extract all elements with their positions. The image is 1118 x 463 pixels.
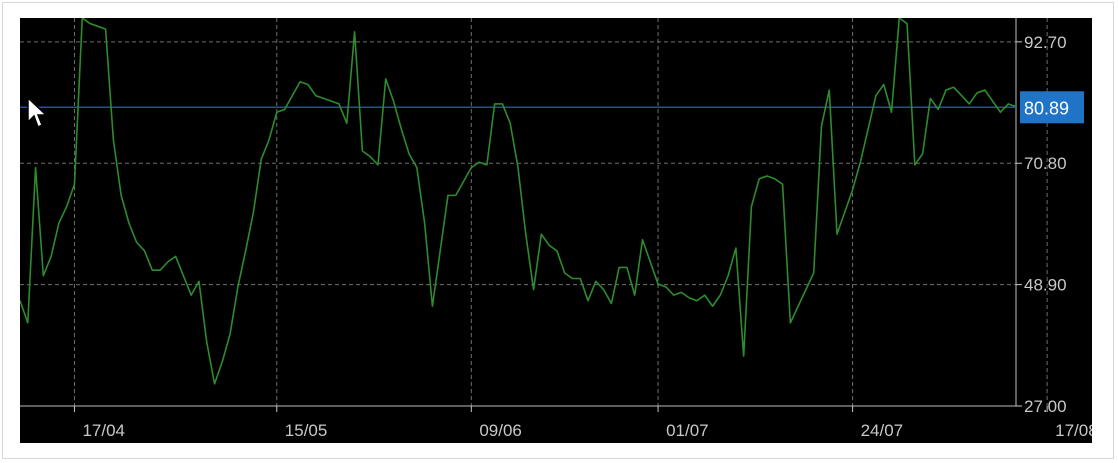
current-value-badge-bg — [1020, 91, 1084, 124]
vertical-gridlines — [73, 18, 1048, 406]
x-tick-label: 17/04 — [82, 421, 125, 440]
price-series-line — [20, 18, 1017, 385]
horizontal-gridlines — [20, 41, 1016, 407]
mouse-pointer-icon — [27, 96, 48, 129]
current-value-label: 80.89 — [1024, 98, 1069, 118]
x-tick-label: 15/05 — [285, 421, 328, 440]
y-tick-label: 92.70 — [1024, 33, 1067, 52]
y-tick-label: 27.00 — [1024, 397, 1067, 416]
x-tick-label: 17/08 — [1055, 421, 1092, 440]
y-tick-label: 48.90 — [1024, 276, 1067, 295]
chart-panel: 17/0415/0509/0601/0724/0717/0810/0902/10… — [20, 18, 1092, 443]
line-chart[interactable]: 17/0415/0509/0601/0724/0717/0810/0902/10… — [20, 18, 1092, 443]
y-tick-label: 70.80 — [1024, 154, 1067, 173]
current-value-badge: 80.89 — [1020, 91, 1084, 124]
x-tick-label: 24/07 — [861, 421, 904, 440]
y-tick-labels: 92.70 70.80 48.90 27.00 — [1016, 33, 1067, 416]
x-tick-label: 01/07 — [666, 421, 709, 440]
x-tick-label: 09/06 — [479, 421, 522, 440]
